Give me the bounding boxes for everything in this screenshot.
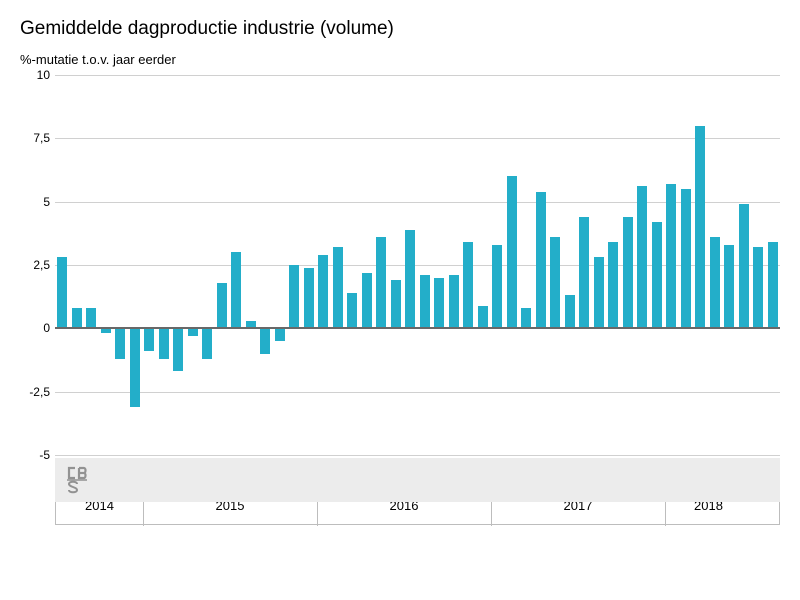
y-tick-label: -5 bbox=[20, 448, 50, 462]
bar bbox=[739, 204, 749, 328]
bar bbox=[391, 280, 401, 328]
y-tick-label: 7,5 bbox=[20, 131, 50, 145]
bar bbox=[492, 245, 502, 329]
chart-subtitle: %-mutatie t.o.v. jaar eerder bbox=[20, 52, 780, 67]
bar bbox=[594, 257, 604, 328]
bar bbox=[463, 242, 473, 328]
bar bbox=[521, 308, 531, 328]
y-tick-label: 2,5 bbox=[20, 258, 50, 272]
bar bbox=[666, 184, 676, 328]
bar bbox=[188, 328, 198, 336]
bar bbox=[623, 217, 633, 328]
bar bbox=[724, 245, 734, 329]
bar bbox=[420, 275, 430, 328]
bar bbox=[144, 328, 154, 351]
bar bbox=[57, 257, 67, 328]
y-tick-label: 10 bbox=[20, 68, 50, 82]
bar bbox=[289, 265, 299, 328]
bar bbox=[333, 247, 343, 328]
bar bbox=[130, 328, 140, 407]
bar bbox=[362, 273, 372, 329]
bar bbox=[115, 328, 125, 358]
bar bbox=[434, 278, 444, 329]
bar bbox=[768, 242, 778, 328]
bar bbox=[536, 192, 546, 329]
y-tick-label: 0 bbox=[20, 321, 50, 335]
bar bbox=[695, 126, 705, 329]
bar bbox=[478, 306, 488, 329]
bar bbox=[376, 237, 386, 328]
bar bbox=[275, 328, 285, 341]
y-tick-label: 5 bbox=[20, 195, 50, 209]
bar bbox=[260, 328, 270, 353]
bar bbox=[608, 242, 618, 328]
bar bbox=[565, 295, 575, 328]
cbs-logo-icon bbox=[67, 466, 99, 494]
footer-bar bbox=[55, 458, 780, 502]
chart-container: Gemiddelde dagproductie industrie (volum… bbox=[0, 0, 800, 600]
bar bbox=[318, 255, 328, 328]
y-tick-label: -2,5 bbox=[20, 385, 50, 399]
bar bbox=[637, 186, 647, 328]
bar bbox=[72, 308, 82, 328]
bar bbox=[173, 328, 183, 371]
bar bbox=[449, 275, 459, 328]
bar bbox=[652, 222, 662, 328]
bar bbox=[710, 237, 720, 328]
bar bbox=[405, 230, 415, 329]
bar bbox=[304, 268, 314, 329]
bar bbox=[202, 328, 212, 358]
bar bbox=[681, 189, 691, 328]
bar bbox=[159, 328, 169, 358]
bar bbox=[231, 252, 241, 328]
bar bbox=[579, 217, 589, 328]
bar bbox=[550, 237, 560, 328]
bar bbox=[347, 293, 357, 328]
gridline bbox=[55, 455, 780, 456]
bar bbox=[753, 247, 763, 328]
bar bbox=[86, 308, 96, 328]
chart-title: Gemiddelde dagproductie industrie (volum… bbox=[20, 18, 780, 40]
chart-area: -5-2,502,557,510 JASONDJFMAMJJASONDJFMAM… bbox=[20, 75, 780, 455]
bar bbox=[507, 176, 517, 328]
bars-group bbox=[55, 75, 780, 455]
bar bbox=[217, 283, 227, 329]
